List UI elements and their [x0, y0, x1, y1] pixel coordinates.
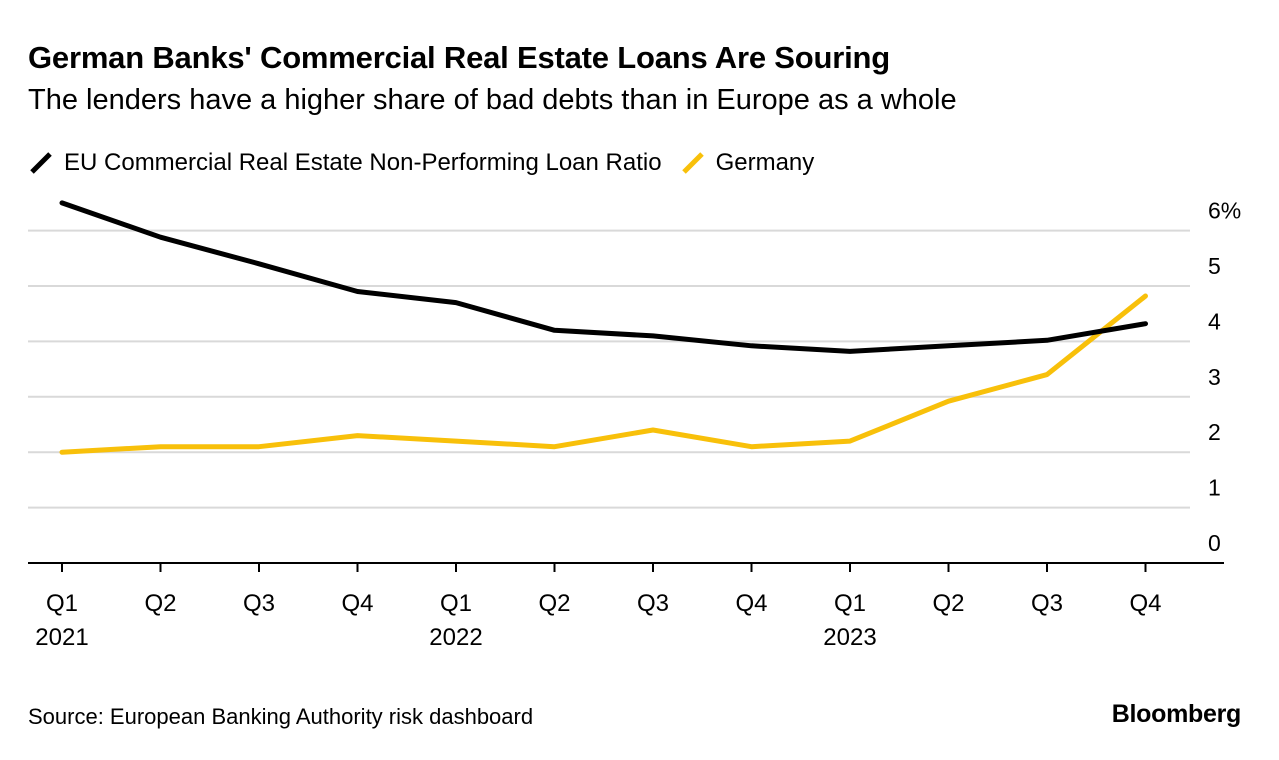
- legend: EU Commercial Real Estate Non-Performing…: [28, 147, 832, 179]
- x-tick-label: Q2: [538, 590, 570, 617]
- x-tick-label: Q3: [637, 590, 669, 617]
- x-year-label: 2022: [429, 624, 482, 651]
- x-tick-label: Q3: [1031, 590, 1063, 617]
- series-line-germany: [59, 293, 1148, 455]
- y-tick-label: 0: [1208, 530, 1221, 556]
- x-tick-label: Q1: [834, 590, 866, 617]
- legend-item-eu: EU Commercial Real Estate Non-Performing…: [28, 149, 662, 177]
- x-tick-label: Q2: [932, 590, 964, 617]
- chart-subtitle: The lenders have a higher share of bad d…: [28, 84, 957, 116]
- series-line-eu: [59, 200, 1148, 354]
- y-tick-label: 6%: [1208, 198, 1241, 224]
- bloomberg-logo: Bloomberg: [1111, 700, 1242, 728]
- x-tick-label: Q4: [735, 590, 767, 617]
- legend-item-germany: Germany: [680, 149, 815, 177]
- x-tick-label: Q1: [440, 590, 472, 617]
- legend-label-eu: EU Commercial Real Estate Non-Performing…: [64, 149, 662, 176]
- x-tick-label: Q4: [341, 590, 373, 617]
- line-chart: 0 1 2 3 4 5 6% Q1 2021 Q2 Q3 Q4 Q1 2022 Q2 Q3 Q4 Q1 2023 Q2…: [28, 198, 1241, 651]
- source-note: Source: European Banking Authority risk …: [28, 704, 534, 729]
- x-year-label: 2023: [823, 624, 876, 651]
- y-tick-label: 5: [1208, 253, 1221, 279]
- y-tick-label: 4: [1208, 308, 1221, 334]
- legend-label-germany: Germany: [715, 149, 815, 176]
- y-tick-label: 2: [1208, 419, 1221, 445]
- y-tick-label: 3: [1208, 364, 1221, 390]
- x-tick-label: Q1: [46, 590, 78, 617]
- x-tick-label: Q2: [144, 590, 176, 617]
- y-tick-label: 1: [1208, 475, 1221, 501]
- x-year-label: 2021: [35, 624, 88, 651]
- legend-swatch-germany-icon: [681, 152, 704, 174]
- legend-swatch-eu-icon: [30, 152, 52, 174]
- x-tick-label: Q4: [1129, 590, 1161, 617]
- chart-title: German Banks' Commercial Real Estate Loa…: [28, 40, 890, 75]
- x-tick-label: Q3: [243, 590, 275, 617]
